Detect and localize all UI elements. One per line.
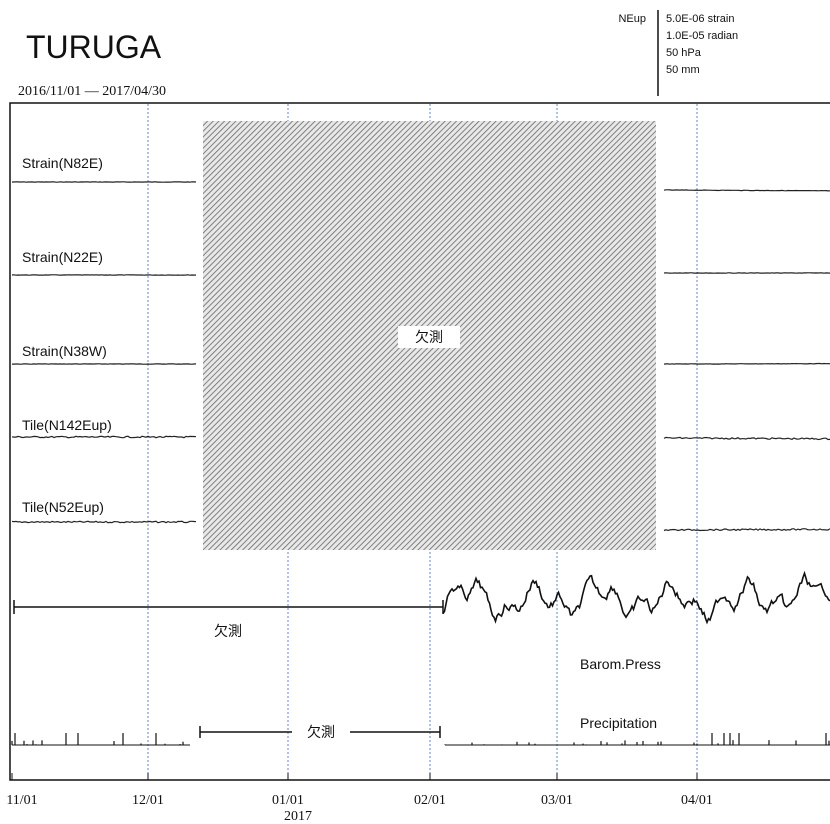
scale-component: NEup [618, 13, 646, 25]
x-tick-label: 02/01 [414, 793, 446, 808]
missing-label: 欠測 [214, 623, 242, 639]
scale-item: 50 hPa [666, 47, 702, 59]
traces [11, 181, 830, 746]
plot-frame [9, 102, 830, 781]
trace-line [663, 436, 830, 441]
scale-item: 50 mm [666, 64, 700, 76]
scale-item: 5.0E-06 strain [666, 13, 734, 25]
x-tick-label: 11/01 [6, 793, 37, 808]
x-tick-label: 01/01 [272, 793, 304, 808]
scale-list: 5.0E-06 strain 1.0E-05 radian 50 hPa 50 mm [666, 13, 738, 76]
x-tick-label: 03/01 [541, 793, 573, 808]
title: TURUGA [26, 29, 162, 65]
year-label: 2017 [284, 809, 312, 824]
period: 2016/11/01 — 2017/04/30 [18, 84, 166, 99]
x-tick-label: 04/01 [681, 793, 713, 808]
trace-label: Tile(N52Eup) [22, 499, 104, 515]
trace-line [663, 362, 830, 365]
trace-label: Tile(N142Eup) [22, 417, 112, 433]
trace-line [663, 528, 830, 532]
trace-line [663, 189, 830, 192]
missing-label: 欠測 [307, 724, 335, 740]
trace-label: Strain(N22E) [22, 249, 103, 265]
trace-label: Barom.Press [580, 656, 661, 672]
missing-label-bg [398, 326, 460, 348]
x-tick-label: 12/01 [132, 793, 164, 808]
pressure-line [442, 570, 830, 625]
trace-label: Strain(N38W) [22, 343, 107, 359]
missing-label-bg [292, 722, 350, 742]
trace-label: Strain(N82E) [22, 155, 103, 171]
scale-item: 1.0E-05 radian [666, 30, 738, 42]
x-axis: 11/01 12/01 01/01 02/01 03/01 04/01 [6, 773, 713, 808]
missing-label: 欠測 [415, 329, 443, 345]
trace-line [11, 435, 197, 439]
trace-label: Precipitation [580, 715, 657, 731]
trace-line [11, 520, 197, 524]
trace-labels: Strain(N82E) Strain(N22E) Strain(N38W) Tile… [22, 155, 661, 731]
